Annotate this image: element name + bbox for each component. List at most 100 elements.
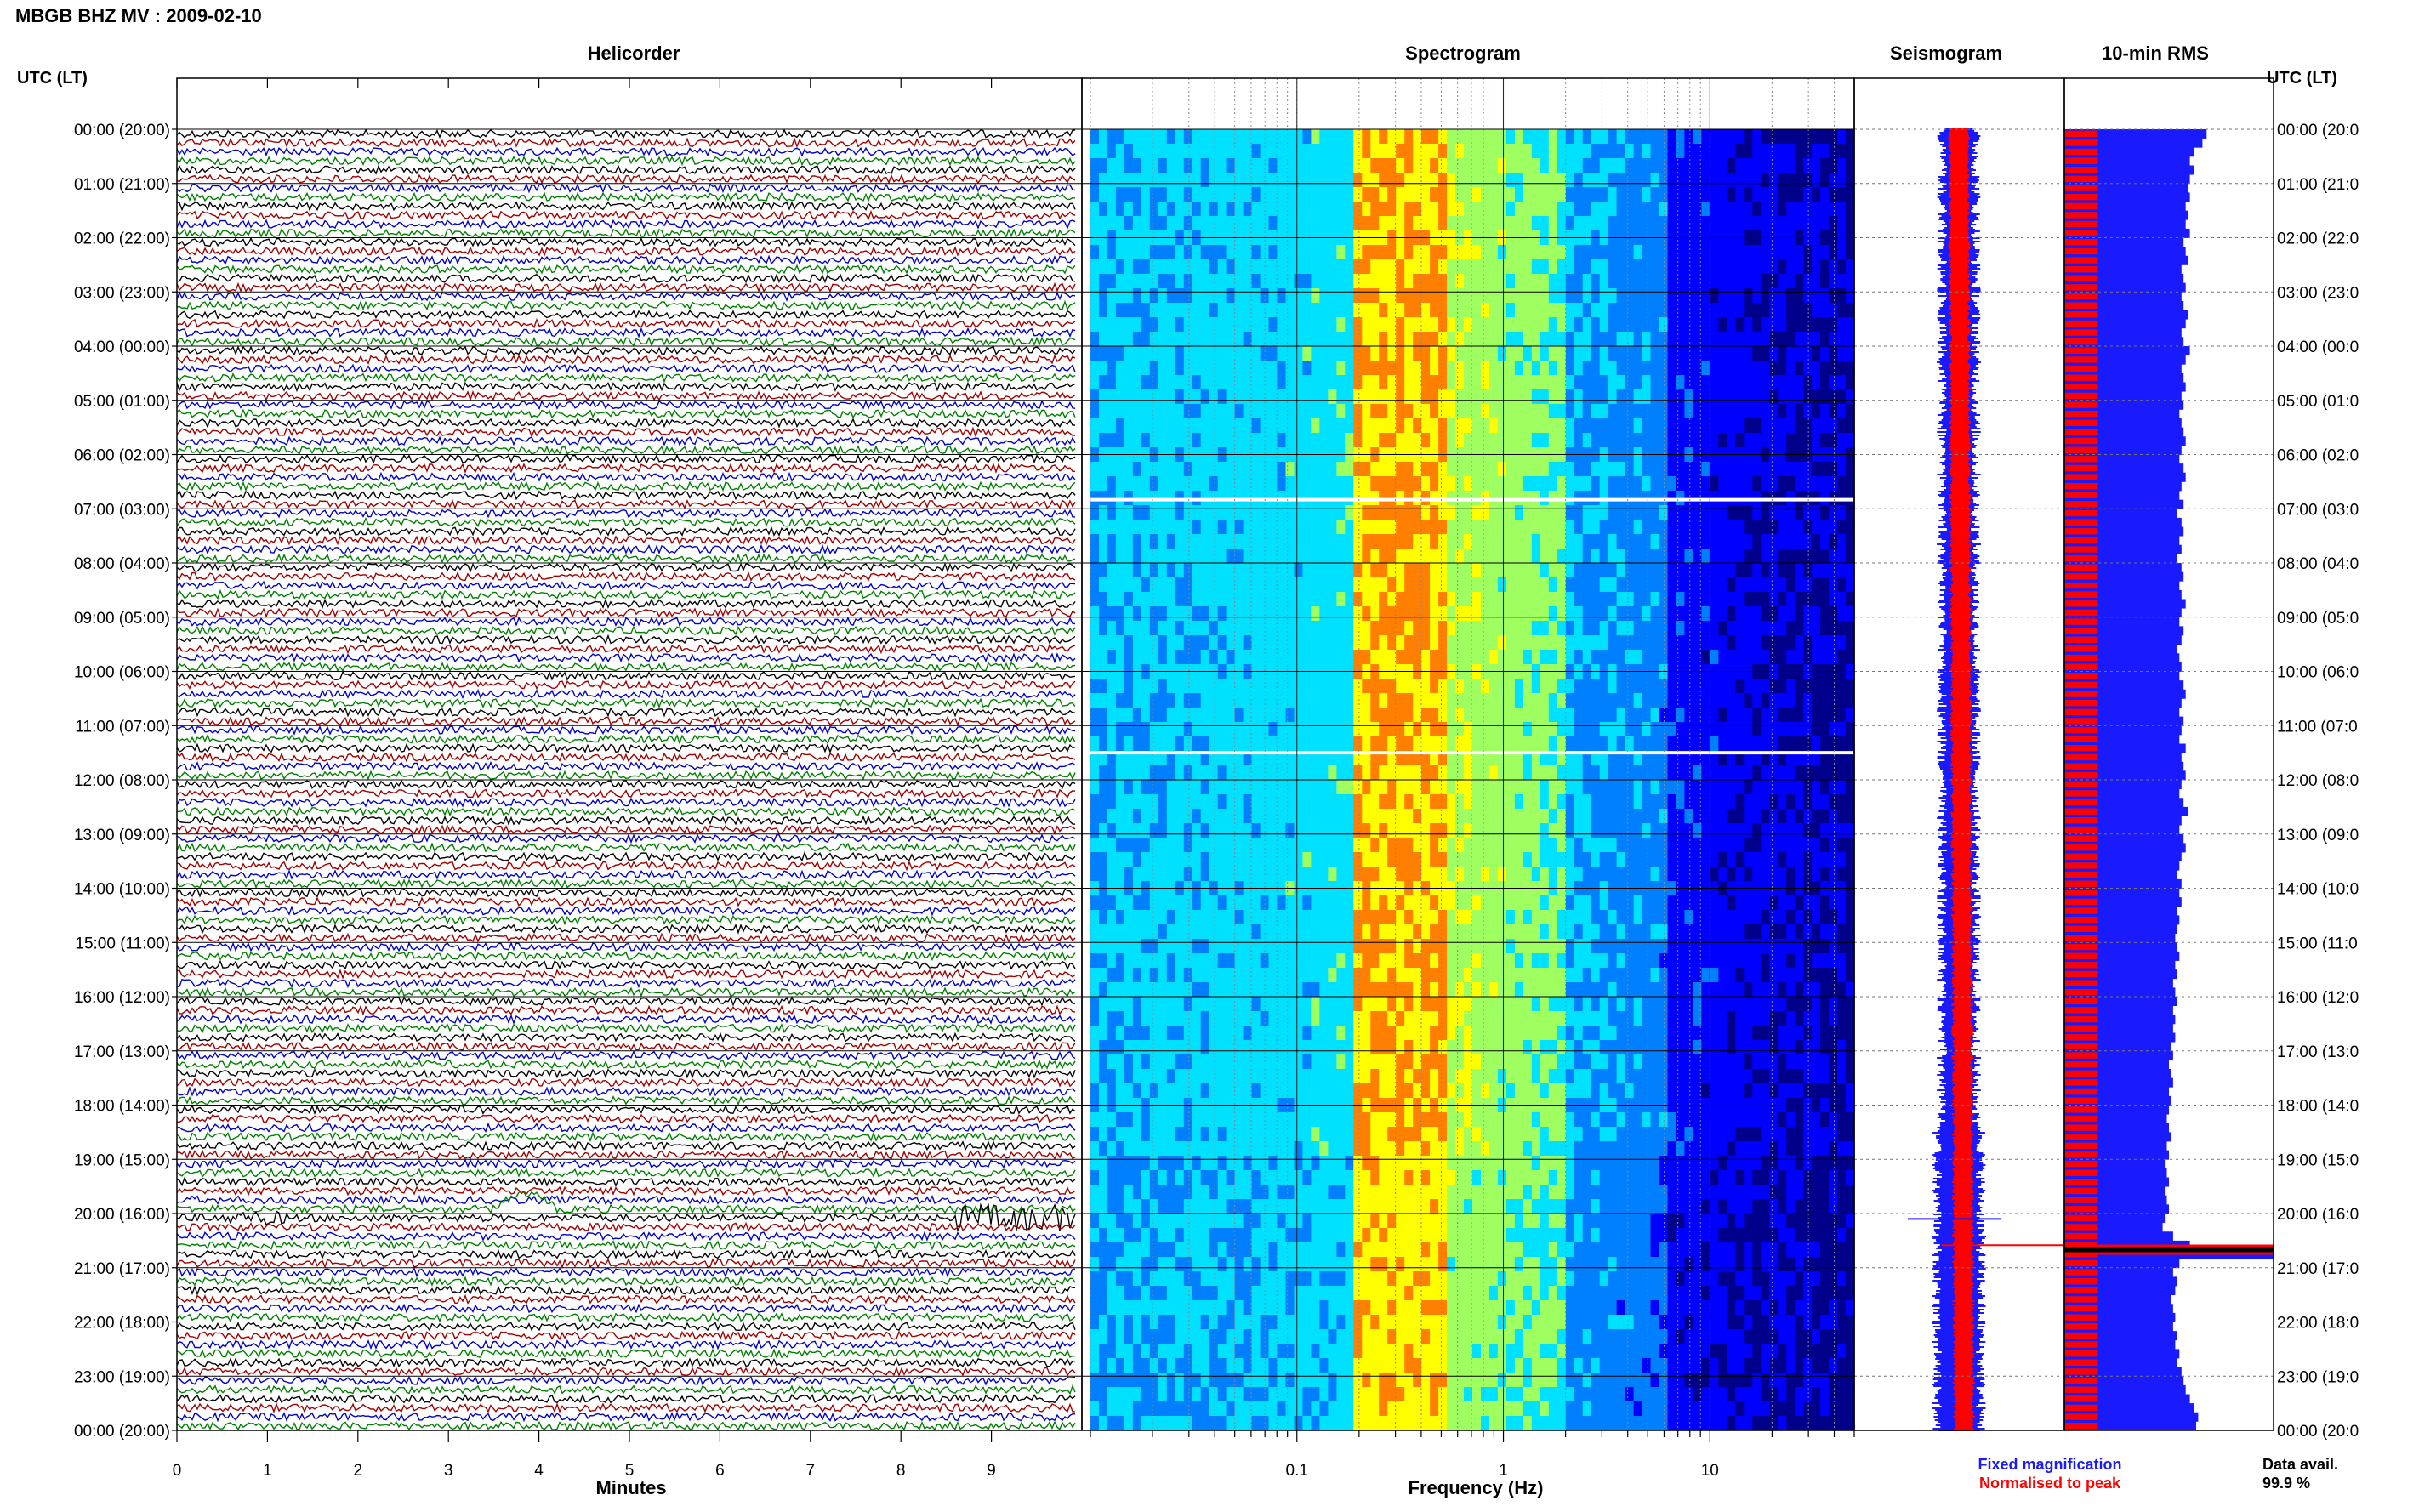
spectrogram-cell xyxy=(1481,895,1490,911)
spectrogram-cell xyxy=(1540,895,1550,911)
spectrogram-cell xyxy=(1481,1329,1490,1344)
spectrogram-cell xyxy=(1192,549,1202,564)
spectrogram-cell xyxy=(1497,332,1507,347)
helicorder-trace xyxy=(176,327,1076,338)
spectrogram-cell xyxy=(1311,650,1320,665)
spectrogram-cell xyxy=(1464,418,1473,434)
spectrogram-cell xyxy=(1540,317,1550,333)
spectrogram-cell xyxy=(1192,1011,1202,1026)
spectrogram-cell xyxy=(1531,332,1541,347)
spectrogram-cell xyxy=(1099,418,1108,434)
spectrogram-cell xyxy=(1396,1069,1405,1084)
spectrogram-cell xyxy=(1438,1358,1448,1373)
spectrogram-cell xyxy=(1175,404,1185,419)
spectrogram-cell xyxy=(1226,838,1236,853)
spectrogram-cell xyxy=(1481,736,1490,752)
spectrogram-cell xyxy=(1192,202,1202,217)
spectrogram-cell xyxy=(1294,1344,1304,1359)
spectrogram-cell xyxy=(1404,852,1414,867)
spectrogram-cell xyxy=(1362,317,1371,333)
spectrogram-cell xyxy=(1209,751,1219,766)
spectrogram-cell xyxy=(1481,982,1490,998)
spectrogram-cell xyxy=(1464,1344,1473,1359)
spectrogram-cell xyxy=(1268,534,1278,549)
spectrogram-cell xyxy=(1166,635,1176,651)
spectrogram-cell xyxy=(1362,1373,1371,1388)
spectrogram-cell xyxy=(1345,1373,1354,1388)
spectrogram-cell xyxy=(1285,361,1295,376)
spectrogram-cell xyxy=(1387,1156,1397,1171)
spectrogram-cell xyxy=(1226,549,1236,564)
spectrogram-cell xyxy=(1251,1214,1261,1229)
spectrogram-cell xyxy=(1209,505,1219,520)
spectrogram-cell xyxy=(1311,144,1320,159)
spectrogram-cell xyxy=(1285,867,1295,882)
spectrogram-cell xyxy=(1396,867,1405,882)
spectrogram-cell xyxy=(1124,968,1134,983)
spectrogram-cell xyxy=(1234,346,1244,361)
spectrogram-cell xyxy=(1523,838,1533,853)
time-axis-label-left: UTC (LT) xyxy=(17,69,88,88)
spectrogram-cell xyxy=(1149,173,1159,188)
spectrogram-cell xyxy=(1175,1300,1185,1316)
spectrogram-cell xyxy=(1311,1329,1320,1344)
spectrogram-cell xyxy=(1540,1127,1550,1142)
helicorder-trace xyxy=(176,1140,1076,1151)
spectrogram-cell xyxy=(1489,736,1499,752)
spectrogram-cell xyxy=(1328,1416,1337,1431)
spectrogram-cell xyxy=(1166,288,1176,304)
spectrogram-cell xyxy=(1099,317,1108,333)
spectrogram-cell xyxy=(1251,346,1261,361)
spectrogram-cell xyxy=(1505,1373,1516,1388)
spectrogram-cell xyxy=(1505,476,1516,492)
spectrogram-cell xyxy=(1285,346,1295,361)
spectrogram-cell xyxy=(1370,144,1380,159)
spectrogram-cell xyxy=(1464,794,1473,810)
spectrogram-cell xyxy=(1243,534,1253,549)
spectrogram-cell xyxy=(1090,332,1100,347)
spectrogram-cell xyxy=(1277,288,1287,304)
spectrogram-cell xyxy=(1447,953,1456,969)
spectrogram-cell xyxy=(1302,144,1312,159)
spectrogram-cell xyxy=(1243,867,1253,882)
spectrogram-cell xyxy=(1523,765,1533,781)
spectrogram-cell xyxy=(1523,910,1533,925)
spectrogram-cell xyxy=(1311,1300,1320,1316)
spectrogram-cell xyxy=(1514,418,1524,434)
spectrogram-cell xyxy=(1158,332,1168,347)
spectrogram-cell xyxy=(1362,1242,1371,1258)
spectrogram-cell xyxy=(1540,939,1550,954)
spectrogram-cell xyxy=(1523,794,1533,810)
spectrogram-cell xyxy=(1277,1358,1287,1373)
spectrogram-cell xyxy=(1464,462,1473,477)
spectrogram-cell xyxy=(1319,534,1329,549)
spectrogram-cell xyxy=(1387,852,1397,867)
spectrogram-cell xyxy=(1370,1329,1380,1344)
spectrogram-cell xyxy=(1438,1329,1448,1344)
spectrogram-cell xyxy=(1268,708,1278,723)
helicorder-trace xyxy=(176,535,1076,546)
spectrogram-cell xyxy=(1115,838,1125,853)
spectrogram-cell xyxy=(1107,577,1117,593)
spectrogram-cell xyxy=(1251,129,1261,145)
spectrogram-cell xyxy=(1166,722,1176,737)
spectrogram-cell xyxy=(1311,1040,1320,1055)
spectrogram-cell xyxy=(1447,1228,1456,1243)
spectrogram-cell xyxy=(1124,765,1134,781)
spectrogram-cell xyxy=(1268,245,1278,260)
spectrogram-cell xyxy=(1107,910,1117,925)
spectrogram-cell xyxy=(1447,259,1456,275)
spectrogram-cell xyxy=(1141,780,1151,795)
spectrogram-cell xyxy=(1396,1040,1405,1055)
spectrogram-cell xyxy=(1421,982,1431,998)
spectrogram-cell xyxy=(1531,1011,1541,1026)
spectrogram-cell xyxy=(1107,202,1117,217)
spectrogram-cell xyxy=(1149,202,1159,217)
spectrogram-cell xyxy=(1243,910,1253,925)
spectrogram-cell xyxy=(1430,1228,1439,1243)
spectrogram-cell xyxy=(1447,245,1456,260)
spectrogram-cell xyxy=(1353,433,1363,448)
spectrogram-cell xyxy=(1107,606,1117,622)
spectrogram-cell xyxy=(1497,476,1507,492)
spectrogram-cell xyxy=(1523,332,1533,347)
